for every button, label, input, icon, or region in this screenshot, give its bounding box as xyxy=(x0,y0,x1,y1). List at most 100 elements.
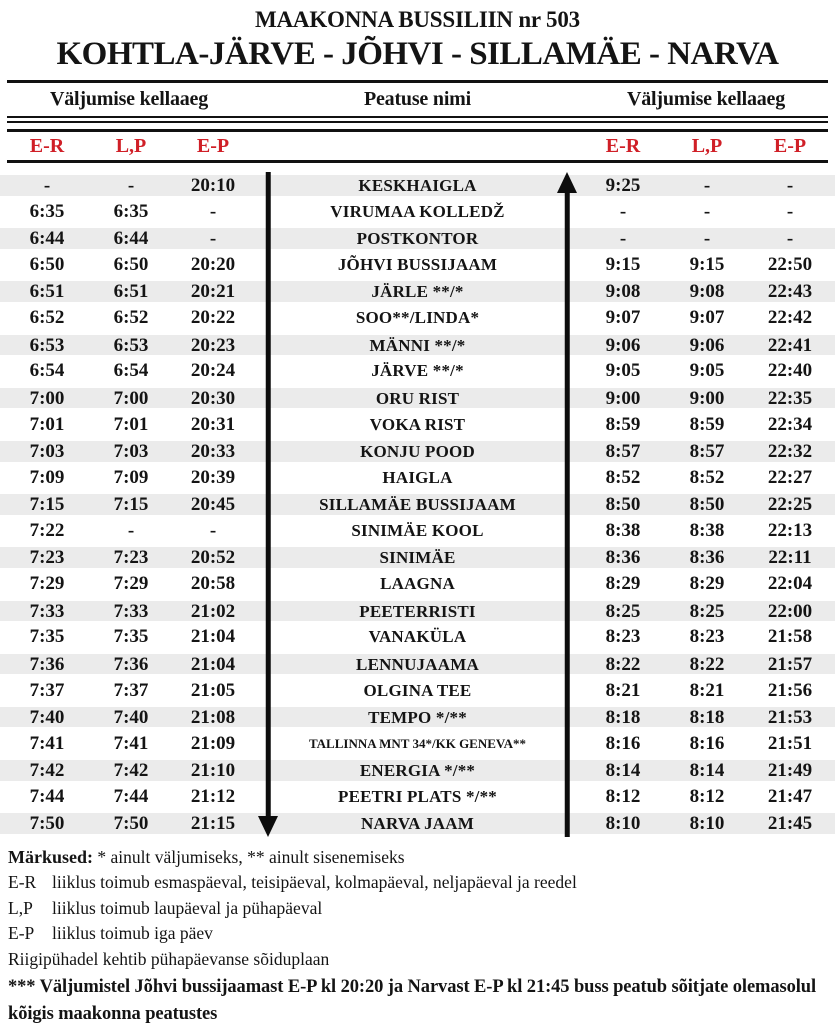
time-cell: 8:14 xyxy=(689,760,725,782)
time-cell: 8:59 xyxy=(689,413,725,435)
time-cell: - xyxy=(43,175,51,196)
time-cell: 8:10 xyxy=(605,813,641,835)
time-cell: 7:35 xyxy=(113,626,149,648)
time-cell: 9:15 xyxy=(605,254,641,276)
note-text: liiklus toimub esmaspäeval, teisipäeval,… xyxy=(52,872,577,893)
down-arrow-head xyxy=(258,816,278,837)
note-line-er: E-R liiklus toimub esmaspäeval, teisipäev… xyxy=(8,870,827,895)
time-cell: 8:57 xyxy=(605,440,641,462)
time-cell: 8:25 xyxy=(605,600,641,622)
time-cell: 22:50 xyxy=(767,254,813,276)
stop-name: LAAGNA xyxy=(380,574,455,594)
time-cell: 22:11 xyxy=(768,547,812,569)
time-cell: 6:52 xyxy=(113,307,149,329)
time-cell: 7:01 xyxy=(29,413,65,435)
time-cell: 6:44 xyxy=(29,228,65,250)
time-cell: 9:05 xyxy=(689,360,725,382)
time-cell: 7:36 xyxy=(113,653,149,675)
time-cell: 7:36 xyxy=(29,653,65,675)
time-cell: 21:04 xyxy=(190,626,236,648)
time-cell: 8:38 xyxy=(689,520,725,542)
time-cell: 20:20 xyxy=(190,254,236,276)
timetable-row: 6:44 6:44 - POSTKONTOR - - - xyxy=(0,225,835,252)
direction-down-arrow xyxy=(258,172,278,837)
time-cell: 20:30 xyxy=(190,387,236,409)
time-cell: 20:24 xyxy=(190,360,236,382)
timetable-row: 7:09 7:09 20:39 HAIGLA 8:52 8:52 22:27 xyxy=(0,465,835,492)
time-cell: 20:10 xyxy=(190,175,236,196)
time-cell: 22:25 xyxy=(767,494,813,516)
time-cell: 8:50 xyxy=(689,494,725,516)
time-cell: - xyxy=(703,228,711,250)
time-cell: 20:39 xyxy=(190,466,236,488)
time-cell: 21:09 xyxy=(190,732,236,754)
time-cell: 7:37 xyxy=(113,679,149,701)
time-cell: - xyxy=(209,520,217,542)
stop-name: KESKHAIGLA xyxy=(358,176,477,195)
divider-rule-double xyxy=(7,116,828,123)
stop-name: JÕHVI BUSSIJAAM xyxy=(337,255,498,275)
time-cell: 8:36 xyxy=(605,547,641,569)
note-text: Riigipühadel kehtib pühapäevanse sõidupl… xyxy=(8,948,330,969)
note-text: liiklus toimub laupäeval ja pühapäeval xyxy=(52,897,323,918)
time-cell: 8:21 xyxy=(689,679,725,701)
timetable-row: 7:50 7:50 21:15 NARVA JAAM 8:10 8:10 21:45 xyxy=(0,810,835,837)
stop-name-label: Peatuse nimi xyxy=(363,88,472,110)
time-cell: 21:58 xyxy=(767,626,813,648)
stop-name: MÄNNI **/* xyxy=(369,335,466,355)
time-cell: 7:44 xyxy=(113,785,149,807)
time-cell: - xyxy=(786,200,794,222)
time-cell: 20:45 xyxy=(190,494,236,516)
stop-name: PEETRI PLATS */** xyxy=(338,786,497,806)
time-cell: 8:18 xyxy=(689,706,725,728)
timetable-row: 6:51 6:51 20:21 JÄRLE **/* 9:08 9:08 22:43 xyxy=(0,278,835,305)
time-cell: 7:41 xyxy=(113,732,149,754)
time-cell: 9:00 xyxy=(689,387,725,409)
time-cell: 22:27 xyxy=(767,466,813,488)
time-cell: 7:15 xyxy=(113,494,149,516)
time-cell: 20:58 xyxy=(190,573,236,595)
stop-name: JÄRVE **/* xyxy=(371,361,464,381)
stop-name: PEETERRISTI xyxy=(359,601,476,621)
time-cell: 21:04 xyxy=(190,653,236,675)
timetable-row: 7:41 7:41 21:09 TALLINNA MNT 34*/KK GENEVA*… xyxy=(0,730,835,757)
time-cell: 21:08 xyxy=(190,706,236,728)
time-cell: 8:59 xyxy=(605,413,641,435)
time-cell: 8:22 xyxy=(605,653,641,675)
day-code-ep-right: E-P xyxy=(773,134,807,157)
time-cell: 7:40 xyxy=(113,706,149,728)
day-code-er-right: E-R xyxy=(605,134,641,157)
timetable-row: 7:03 7:03 20:33 KONJU POOD 8:57 8:57 22:32 xyxy=(0,438,835,465)
time-cell: 7:23 xyxy=(29,547,65,569)
time-cell: 7:09 xyxy=(29,466,65,488)
time-cell: 7:00 xyxy=(113,387,149,409)
time-cell: 21:10 xyxy=(190,760,236,782)
time-cell: 6:50 xyxy=(113,254,149,276)
time-cell: 9:06 xyxy=(605,334,641,356)
time-cell: 6:54 xyxy=(29,360,65,382)
time-cell: 8:23 xyxy=(689,626,725,648)
time-cell: - xyxy=(127,520,135,542)
time-cell: 20:21 xyxy=(190,281,236,303)
time-cell: 9:08 xyxy=(689,281,725,303)
time-cell: 7:40 xyxy=(29,706,65,728)
stop-name: SOO**/LINDA* xyxy=(355,308,480,328)
timetable-row: 6:54 6:54 20:24 JÄRVE **/* 9:05 9:05 22:40 xyxy=(0,358,835,385)
timetable-row: 7:15 7:15 20:45 SILLAMÄE BUSSIJAAM 8:50 8:50 2… xyxy=(0,491,835,518)
time-cell: 7:22 xyxy=(29,520,65,542)
time-cell: 7:50 xyxy=(29,813,65,835)
timetable-row: 7:29 7:29 20:58 LAAGNA 8:29 8:29 22:04 xyxy=(0,571,835,598)
time-cell: 9:08 xyxy=(605,281,641,303)
time-cell: - xyxy=(703,175,711,196)
time-cell: 6:51 xyxy=(29,281,65,303)
time-cell: 8:22 xyxy=(689,653,725,675)
time-cell: 7:35 xyxy=(29,626,65,648)
time-cell: 7:33 xyxy=(29,600,65,622)
time-cell: 21:47 xyxy=(767,785,813,807)
time-cell: 21:56 xyxy=(767,679,813,701)
stop-name: VANAKÜLA xyxy=(368,627,467,647)
time-cell: 8:21 xyxy=(605,679,641,701)
notes-heading-line: Märkused: * ainult väljumiseks, ** ainul… xyxy=(8,845,827,870)
time-cell: 8:25 xyxy=(689,600,725,622)
day-code-er-left: E-R xyxy=(29,134,65,157)
